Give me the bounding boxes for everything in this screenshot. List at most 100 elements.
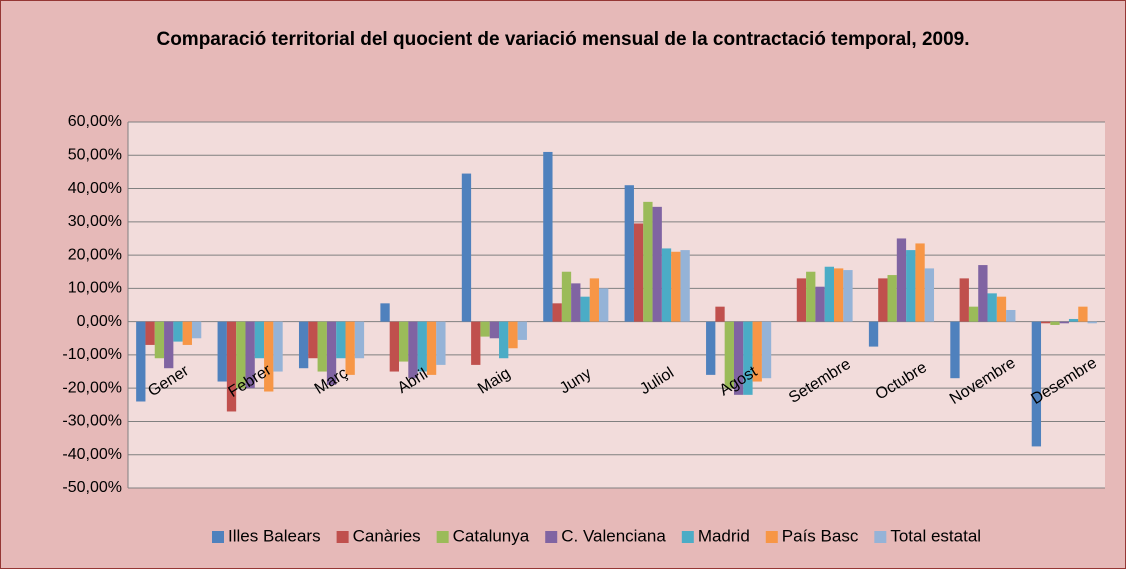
bar: [887, 275, 897, 322]
bar: [136, 321, 146, 402]
bar: [264, 321, 274, 392]
bar: [389, 321, 400, 372]
legend-swatch: [436, 531, 449, 543]
bar: [624, 185, 634, 322]
legend-swatch: [681, 531, 694, 543]
bar: [580, 296, 590, 322]
legend-label: C. Valenciana: [561, 526, 666, 545]
bar: [959, 278, 969, 322]
bar: [543, 151, 553, 322]
bar: [561, 271, 572, 322]
legend-swatch: [212, 531, 224, 543]
bar: [924, 268, 935, 322]
bar: [308, 321, 318, 359]
bar: [499, 321, 509, 359]
bar: [824, 266, 834, 322]
bar: [868, 321, 879, 347]
bar: [643, 201, 653, 322]
bar: [706, 321, 716, 375]
legend-swatch: [765, 531, 778, 543]
bar: [336, 321, 346, 359]
bar: [878, 278, 888, 322]
plot-area: [128, 122, 1105, 488]
bar: [833, 268, 844, 322]
bar: [317, 321, 327, 372]
bar: [326, 321, 337, 385]
bar: [182, 321, 192, 345]
bar: [426, 321, 437, 375]
y-tick-label: -30,00%: [62, 413, 122, 430]
bar: [996, 296, 1007, 322]
bar: [733, 321, 744, 395]
bar: [471, 321, 481, 365]
legend-label: Illes Balears: [228, 526, 321, 545]
legend-label: Total estatal: [890, 526, 981, 545]
bar: [589, 278, 600, 322]
bar: [354, 321, 365, 359]
y-tick-label: 10,00%: [68, 280, 122, 297]
bar: [245, 321, 255, 389]
bar: [950, 321, 960, 379]
bar: [480, 321, 490, 337]
bar: [915, 243, 925, 322]
bar: [408, 321, 418, 379]
bar: [761, 321, 772, 379]
bar: [380, 303, 390, 322]
bar: [226, 321, 237, 412]
bar: [743, 321, 753, 395]
bar: [164, 321, 174, 369]
legend-swatch: [545, 531, 558, 543]
bar: [145, 321, 155, 345]
y-tick-label: 50,00%: [68, 146, 122, 163]
y-tick-label: -20,00%: [62, 379, 122, 396]
bar: [652, 206, 662, 322]
bar: [552, 303, 562, 322]
bar: [399, 321, 409, 362]
y-tick-label: -40,00%: [62, 446, 122, 463]
legend-label: Canàries: [353, 526, 421, 545]
y-tick-label: -10,00%: [62, 346, 122, 363]
bar: [978, 265, 988, 322]
bar: [1031, 321, 1042, 447]
bar: [417, 321, 427, 372]
legend-label: Madrid: [698, 526, 750, 545]
bar: [154, 321, 165, 359]
bar: [236, 321, 246, 389]
bar: [517, 321, 527, 340]
bar: [1050, 321, 1060, 325]
bar: [1059, 321, 1069, 324]
legend-swatch: [336, 531, 349, 543]
bar: [1068, 318, 1079, 322]
bar: [436, 321, 446, 365]
legend-label: Catalunya: [453, 526, 530, 545]
bar: [987, 293, 997, 322]
bar: [715, 306, 725, 322]
bar: [633, 223, 644, 322]
bar: [217, 321, 227, 382]
bar: [461, 173, 472, 322]
legend-swatch: [874, 531, 887, 543]
bar: [489, 321, 500, 339]
bar: [173, 321, 183, 342]
bar: [191, 321, 202, 339]
bar: [254, 321, 265, 359]
bar: [508, 321, 518, 349]
title-box: Comparació territorial del quocient de v…: [156, 29, 970, 50]
bar: [680, 250, 690, 322]
chart-title: Comparació territorial del quocient de v…: [156, 29, 970, 50]
bar: [1078, 306, 1088, 322]
bar: [752, 321, 762, 382]
bar: [815, 286, 825, 322]
y-tick-label: 30,00%: [68, 213, 122, 230]
bar: [968, 306, 979, 322]
legend-label: País Basc: [782, 526, 859, 545]
bar: [599, 288, 609, 322]
y-tick-label: -50,00%: [62, 479, 122, 496]
bar: [1006, 309, 1016, 322]
bar: [906, 250, 916, 322]
bar: [843, 270, 853, 322]
bar: [661, 248, 672, 322]
bar: [273, 321, 283, 372]
bar: [896, 238, 907, 322]
